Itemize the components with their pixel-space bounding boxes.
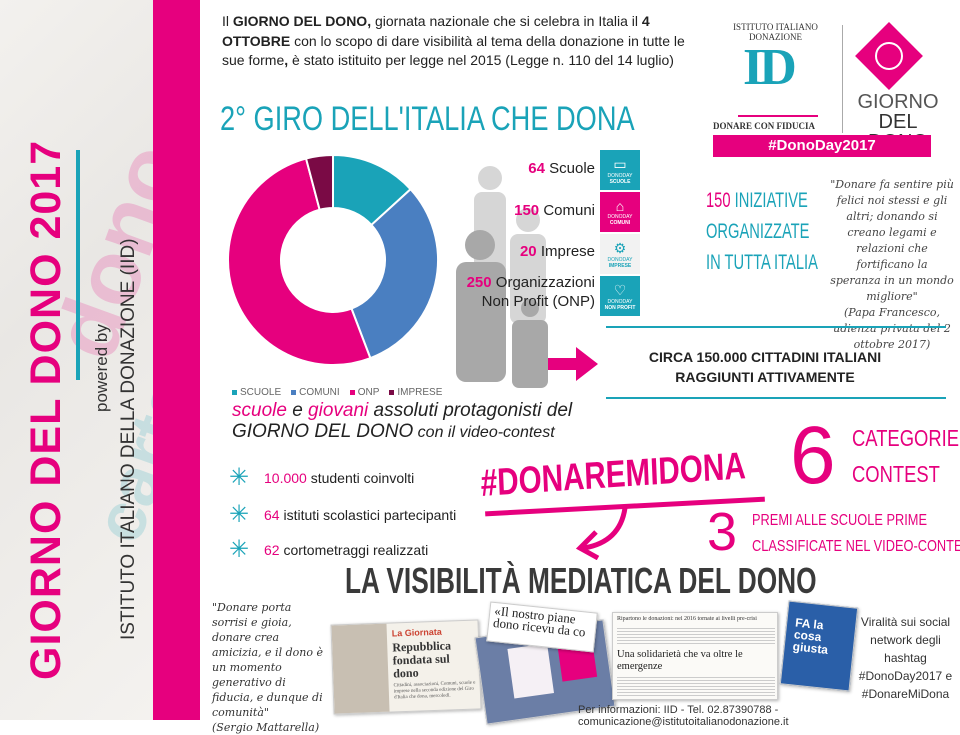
tv-show-photo: FA la cosa giusta [779,600,859,692]
logo-rule [738,115,818,117]
legend-item-comuni: COMUNI [291,387,340,398]
heart-icon: ♡ [613,281,627,298]
protagonists-text: scuole e giovani assoluti protagonisti d… [232,400,573,442]
gears-icon: ⚙ [613,239,627,256]
footer-contact: Per informazioni: IID - Tel. 02.87390788… [578,704,789,728]
dono-day-hashtag-banner: #DonoDay2017 [713,135,931,157]
logo-block: ISTITUTO ITALIANO DONAZIONE ID DONARE CO… [708,10,952,160]
donut-chart [227,153,439,366]
sidebar-powered-by: powered by [92,324,111,412]
legend-item-imprese: IMPRESE [389,387,442,398]
arrow-right-icon [548,347,598,381]
bullet-shorts: ✳ 62 cortometraggi realizzati [228,536,429,563]
newspaper-clip-solidarieta: Ripartono le donazioni: nel 2016 tornate… [612,612,778,700]
iniziative-text: 150 INIZIATIVE ORGANIZZATE IN TUTTA ITALI… [706,189,818,274]
tile-imprese: ⚙ DONODAY IMPRESE [600,234,640,274]
giro-title: 2° GIRO DELL'ITALIA CHE DONA [220,100,635,138]
donaremidona-hashtag: #DONAREMIDONA [479,445,747,505]
sidebar-pink-bar [153,0,200,720]
stat-comuni: 150 Comuni [514,202,595,219]
logo-arc-text: ISTITUTO ITALIANO DONAZIONE [733,22,818,42]
newspaper-clip-repubblica: La Giornata Repubblica fondata sul dono … [330,619,482,715]
giorno-del-dono-diamond-icon [855,22,923,90]
curved-arrow-icon [575,507,628,560]
legend-item-onp: ONP [349,387,379,398]
donut-slice-comuni [350,187,439,360]
papa-quote: "Donare fa sentire più felici noi stessi… [830,178,954,351]
asterisk-icon: ✳ [228,501,250,528]
people-silhouette-icon [456,166,548,388]
bullet-schools: ✳ 64 istituti scolastici partecipanti [228,501,457,528]
divider [606,326,946,328]
watermark-decoration: carta [78,368,153,552]
legend-swatch [389,389,395,395]
chart-legend: SCUOLE COMUNI ONP IMPRESE [232,387,442,398]
legend-swatch [291,389,297,395]
donut-slice-imprese [304,153,334,211]
legend-swatch [232,389,237,395]
stat-scuole: 64 Scuole [528,160,595,177]
tile-non-profit: ♡ DONODAY NON PROFIT [600,276,640,316]
stat-imprese: 20 Imprese [519,243,595,260]
stat-onp: 250 Organizzazioni Non Profit (ONP) [466,274,595,310]
book-icon: ▭ [613,155,627,172]
citizens-reached: CIRCA 150.000 CITTADINI ITALIANI RAGGIUNT… [648,349,882,385]
asterisk-icon: ✳ [228,536,250,563]
logo-tagline: DONARE CON FIDUCIA [713,121,816,131]
tile-scuole: ▭ DONODAY SCUOLE [600,150,640,190]
stats-list: 64 Scuole 150 Comuni 20 Imprese 250 Orga… [440,155,595,315]
logo-divider [842,25,843,133]
sidebar-divider [76,150,80,380]
sidebar-institute: ISTITUTO ITALIANO DELLA DONAZIONE (IID) [118,238,139,640]
bullet-students: ✳ 10.000 studenti coinvolti [228,464,415,491]
iid-logo: ID [743,39,797,96]
social-virality-text: Viralità sui social network degli hashta… [858,615,953,701]
legend-item-scuole: SCUOLE [232,387,281,398]
asterisk-icon: ✳ [228,464,250,491]
prizes-text: PREMI ALLE SCUOLE PRIME CLASSIFICATE NEL … [752,512,960,555]
categories-text: CATEGORIE CONTEST [852,425,960,487]
sidebar-title: GIORNO DEL DONO 2017 [22,139,70,680]
logo-giorno: GIORNO [857,91,939,113]
tile-comuni: ⌂ DONODAY COMUNI [600,192,640,232]
legend-swatch [349,389,355,395]
building-icon: ⌂ [615,198,625,214]
three-number: 3 [707,502,738,562]
donut-slice-onp [227,157,372,366]
six-number: 6 [790,410,836,501]
mattarella-quote: "Donare porta sorrisi e gioia, donare cr… [212,601,323,734]
divider [606,397,946,399]
media-title: LA VISIBILITÀ MEDIATICA DEL DONO [345,560,817,601]
intro-text: Il GIORNO DEL DONO, giornata nazionale c… [222,13,685,68]
